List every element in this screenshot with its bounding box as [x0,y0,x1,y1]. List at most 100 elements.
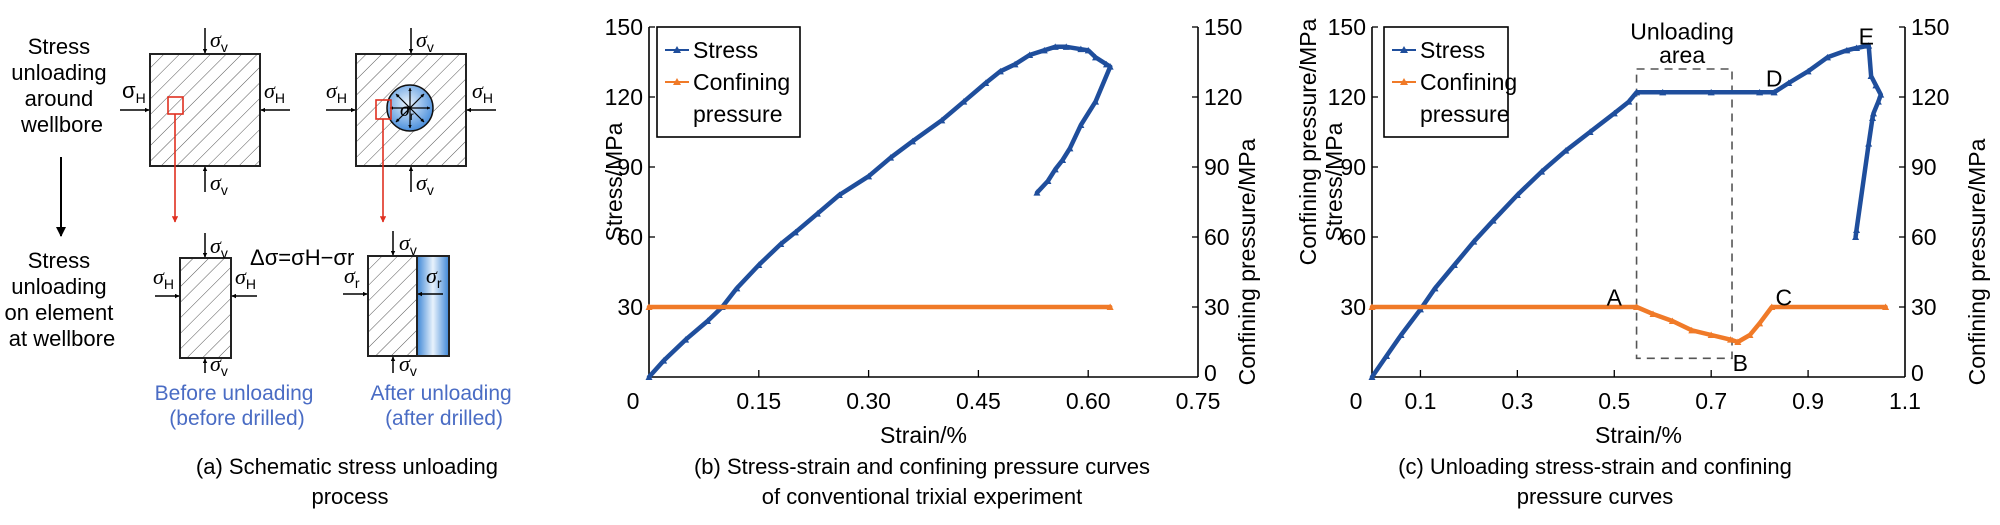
sigma-v-label: σv [399,351,417,379]
annotation-label: area [1659,42,1705,68]
stress-point [1051,165,1059,173]
caption-a: (a) Schematic stress unloading process [196,454,504,509]
legend-marker-icon [673,46,681,53]
stress-point [1077,45,1085,53]
stress-point [1044,177,1052,184]
x-axis-label: Strain/% [1595,422,1682,448]
x-tick-label: 0.5 [1598,388,1630,414]
label-element-at-wellbore: Stress unloading on element at wellbore [5,248,120,351]
sigma-v-label: σv [416,27,434,55]
unloading-area-box [1635,68,1733,360]
element-after [367,255,418,357]
confining-pressure-point [1734,338,1742,345]
y-axis-label-confining: Confining pressure/MPa [1295,18,1321,265]
stress-point [1852,233,1860,240]
x-tick-label: 0 [627,388,640,414]
stress-point [1562,147,1570,154]
stress-point [996,67,1004,75]
y2-tick-label: 90 [1204,154,1230,180]
caption-line: (c) Unloading stress-strain and confinin… [1398,454,1792,479]
stress-point [704,317,712,324]
x-tick-label: 0.45 [956,388,1001,414]
radial-arrows-icon [389,87,431,129]
legend-marker-icon [1400,78,1408,85]
confining-pressure-point [1688,326,1696,334]
stress-point [1538,168,1546,175]
y2-tick-label: 120 [1204,84,1242,110]
confining-pressure-point [1756,319,1764,327]
stress-point [1823,53,1831,61]
sigma-h-label: σH [326,78,347,106]
x-tick-label: 1.1 [1889,388,1921,414]
stress-point [1804,67,1812,75]
delta-sigma-equation: Δσ=σH−σr [250,245,354,270]
label-line: Stress [28,34,90,59]
sigma-v-label: σv [210,233,228,261]
fluid-column [416,255,450,357]
stress-point [1513,191,1521,198]
legend-label: Confining [693,69,790,95]
stress-point [682,336,690,343]
y2-tick-label: 120 [1911,84,1949,110]
stress-point [1383,352,1391,359]
x-tick-label: 0.30 [846,388,891,414]
sigma-r-label: σr [344,263,360,291]
stress-point [1625,98,1633,105]
legend-marker-icon [1400,46,1408,53]
confining-pressure-point [1668,317,1676,324]
stress-point [1397,331,1405,338]
y2-tick-label: 60 [1204,224,1230,250]
stress-point [1785,79,1793,86]
legend-label: Stress [1420,37,1485,63]
confining-pressure-point [1768,303,1776,310]
stress-point [777,240,785,247]
stress-point [1103,60,1110,68]
confining-pressure-point [1649,310,1657,317]
stress-point [887,154,895,161]
stress-point [938,116,946,124]
sigma-h-label: σH [264,78,285,106]
x-tick-label: 0 [1350,388,1363,414]
y-tick-label: 120 [1328,84,1366,110]
stress-point [1770,88,1778,96]
annotation-label: Unloading [1630,19,1734,45]
y2-tick-label: 90 [1911,154,1937,180]
stress-point [1869,114,1877,121]
annotation-label: B [1733,350,1748,376]
y-axis-label: Stress/MPa [1321,122,1347,241]
panel-a-schematic: Stress unloading around wellbore Stress … [5,27,512,509]
stress-point [1040,46,1048,54]
y-tick-label: 90 [1340,154,1366,180]
stress-point [1870,109,1878,117]
confining-pressure-point [1633,303,1641,310]
stress-point [1059,156,1067,163]
stress-point [813,210,821,217]
label-line: wellbore [20,112,103,137]
confining-pressure-line [1369,304,1888,345]
stress-point [1610,109,1618,117]
y2-axis-label: Confining pressure/MPa [1964,138,1990,385]
caption-line: pressure curves [1517,484,1674,509]
sigma-r-label: σr [426,263,442,291]
sigma-h-label: σH [153,264,174,292]
stress-point [1756,88,1764,96]
y2-tick-label: 0 [1204,360,1217,386]
y-tick-label: 90 [617,154,643,180]
stress-point [1033,189,1041,196]
stress-point [1877,91,1885,98]
stress-point [660,357,668,364]
sigma-h-label: σH [472,78,493,106]
stress-point [1077,121,1085,128]
stress-point [1470,238,1478,245]
y2-tick-label: 60 [1911,224,1937,250]
caption-line: of conventional trixial experiment [762,484,1082,509]
x-tick-label: 0.60 [1066,388,1111,414]
stress-point [1084,46,1092,54]
label-line: unloading [11,274,106,299]
stress-point [645,373,653,380]
stress-point [1450,261,1458,268]
x-tick-label: 0.3 [1501,388,1533,414]
stress-point [960,98,968,105]
before-unloading-label: Before unloading (before drilled) [155,382,320,430]
confining-pressure-point [1727,336,1735,343]
